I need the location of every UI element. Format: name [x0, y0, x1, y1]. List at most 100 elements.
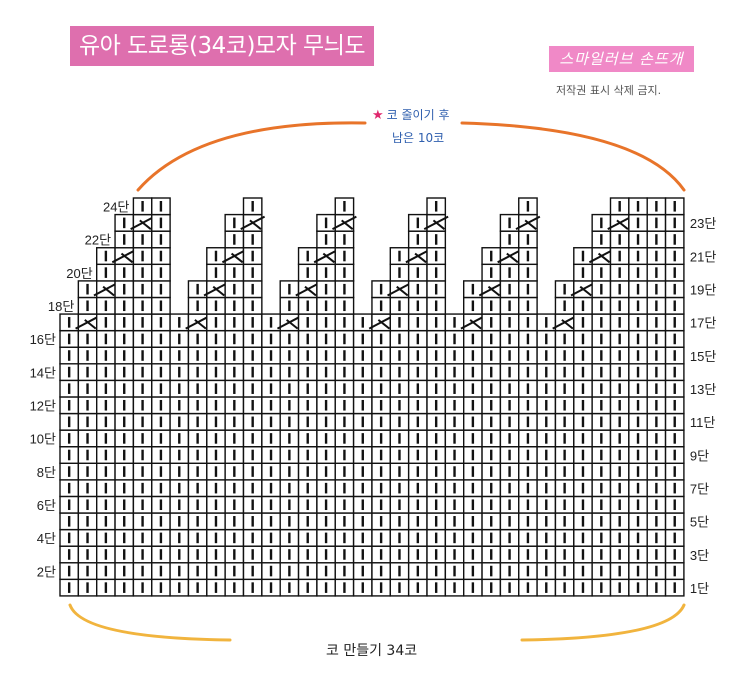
stitch-cell [151, 545, 171, 564]
stitch-cell [261, 412, 281, 431]
stitch-cell [481, 528, 502, 547]
stitch-cell [187, 512, 208, 531]
stitch-cell [95, 313, 116, 332]
stitch-cell [242, 429, 263, 448]
stitch-cell [95, 578, 116, 597]
stitch-cell [187, 379, 208, 398]
stitch-cell [206, 578, 226, 597]
stitch-cell [554, 578, 575, 597]
stitch-cell [646, 280, 667, 299]
stitch-cell [224, 562, 245, 581]
stitch-cell [224, 313, 245, 332]
stitch-cell [242, 329, 263, 348]
stitch-cell [628, 545, 648, 564]
stitch-cell [609, 197, 630, 216]
stitch-cell [463, 429, 483, 448]
stitch-cell [279, 462, 300, 481]
stitch-cell [371, 562, 392, 581]
stitch-cell [407, 578, 428, 597]
decrease-stitch [313, 247, 339, 266]
stitch-cell [59, 396, 80, 415]
stitch-cell [426, 545, 447, 564]
stitch-cell [573, 396, 593, 415]
stitch-cell [536, 396, 557, 415]
stitch-cell [242, 280, 263, 299]
stitch-cell [664, 296, 685, 315]
stitch-cell [187, 495, 208, 514]
stitch-cell [77, 512, 98, 531]
stitch-cell [664, 562, 685, 581]
stitch-cell [591, 479, 612, 498]
stitch-cell [224, 263, 245, 282]
stitch-cell [132, 280, 153, 299]
stitch-cell [371, 528, 392, 547]
stitch-cell [591, 379, 612, 398]
stitch-cell [481, 562, 502, 581]
stitch-cell [352, 512, 373, 531]
stitch-cell [463, 379, 483, 398]
stitch-cell [316, 562, 336, 581]
stitch-cell [206, 313, 226, 332]
stitch-cell [664, 578, 685, 597]
stitch-cell [151, 479, 171, 498]
stitch-cell [371, 396, 392, 415]
stitch-cell [481, 396, 502, 415]
stitch-cell [187, 363, 208, 382]
stitch-cell [664, 528, 685, 547]
stitch-cell [224, 412, 245, 431]
stitch-cell [316, 528, 336, 547]
stitch-cell [224, 479, 245, 498]
stitch-cell [334, 495, 355, 514]
stitch-cell [554, 479, 575, 498]
stitch-cell [609, 379, 630, 398]
stitch-cell [426, 512, 447, 531]
row-label-right: 19단 [690, 282, 716, 297]
stitch-cell [334, 313, 355, 332]
stitch-cell [664, 213, 685, 232]
stitch-cell [334, 512, 355, 531]
stitch-cell [114, 329, 135, 348]
decrease-stitch [588, 247, 614, 266]
top-arc [136, 121, 367, 192]
stitch-cell [261, 429, 281, 448]
stitch-cell [95, 462, 116, 481]
bottom-arc-right [520, 603, 686, 642]
stitch-cell [407, 263, 428, 282]
stitch-cell [646, 495, 667, 514]
stitch-cell [334, 346, 355, 365]
stitch-cell [169, 363, 190, 382]
stitch-cell [224, 462, 245, 481]
stitch-cell [499, 363, 520, 382]
stitch-cell [169, 346, 190, 365]
stitch-cell [316, 479, 336, 498]
brand-badge: 스마일러브 손뜨개 [549, 46, 694, 72]
stitch-cell [664, 545, 685, 564]
stitch-cell [169, 329, 190, 348]
stitch-cell [664, 346, 685, 365]
stitch-cell [536, 528, 557, 547]
stitch-cell [646, 263, 667, 282]
stitch-cell [95, 545, 116, 564]
stitch-cell [609, 296, 630, 315]
row-label-left: 24단 [103, 200, 129, 215]
stitch-cell [371, 363, 392, 382]
stitch-cell [426, 479, 447, 498]
stitch-cell [206, 247, 226, 266]
stitch-cell [169, 379, 190, 398]
stitch-cell [426, 462, 447, 481]
stitch-cell [518, 495, 538, 514]
stitch-cell [352, 462, 373, 481]
stitch-cell [352, 329, 373, 348]
stitch-cell [646, 512, 667, 531]
stitch-cell [95, 363, 116, 382]
stitch-cell [518, 296, 538, 315]
stitch-cell [371, 329, 392, 348]
stitch-cell [609, 429, 630, 448]
stitch-cell [279, 528, 300, 547]
row-label-left: 4단 [37, 531, 56, 546]
stitch-cell [444, 446, 465, 464]
stitch-cell [169, 412, 190, 431]
stitch-cell [316, 429, 336, 448]
stitch-cell [646, 313, 667, 332]
stitch-cell [628, 429, 648, 448]
